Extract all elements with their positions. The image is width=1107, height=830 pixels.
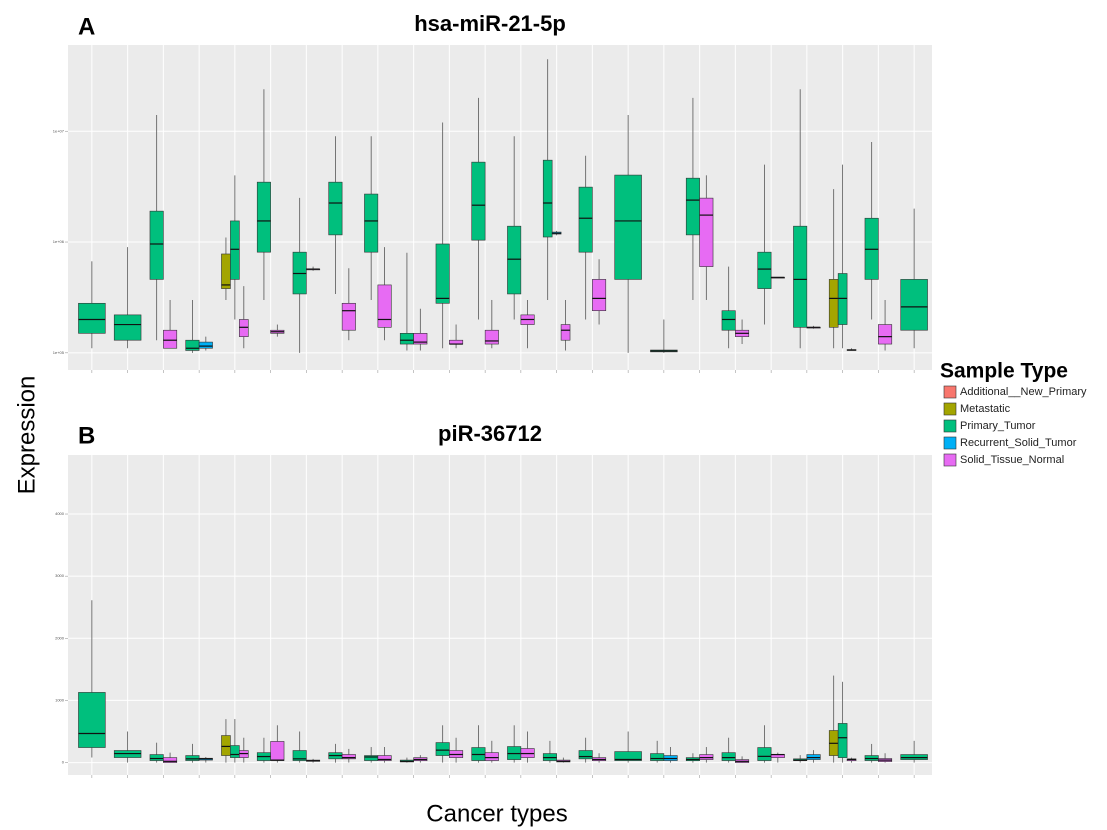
box — [721, 752, 736, 761]
box — [239, 319, 249, 337]
box — [413, 333, 428, 345]
legend-title: Sample Type — [940, 360, 1068, 383]
box — [341, 754, 356, 760]
box — [721, 310, 736, 331]
y-tick-label: 2000 — [55, 635, 65, 640]
legend-label: Additional__New_Primary — [960, 386, 1087, 398]
box — [364, 193, 379, 253]
box — [837, 723, 848, 758]
box — [578, 186, 593, 253]
plot-background — [68, 455, 932, 775]
panel-letter: B — [78, 422, 95, 449]
box — [221, 735, 231, 756]
panel-title: piR-36712 — [438, 421, 542, 446]
box — [230, 745, 240, 758]
box — [230, 220, 240, 280]
y-tick-label: 1000 — [55, 697, 65, 702]
y-tick-label: 4000 — [55, 511, 65, 516]
box — [900, 279, 928, 331]
box — [149, 754, 164, 761]
legend-label: Recurrent_Solid_Tumor — [960, 437, 1077, 449]
box — [221, 253, 231, 289]
box — [650, 753, 665, 761]
y-axis-label: Expression — [13, 376, 40, 495]
box — [757, 747, 772, 761]
box — [878, 324, 893, 345]
box — [614, 751, 642, 761]
box — [198, 341, 213, 349]
box — [578, 750, 593, 760]
box — [828, 279, 839, 328]
box — [377, 284, 392, 328]
legend-swatch — [943, 402, 957, 416]
box — [377, 755, 392, 761]
box — [292, 750, 307, 761]
box — [328, 181, 343, 236]
box — [78, 692, 106, 748]
box — [113, 314, 142, 341]
legend-swatch — [943, 419, 957, 433]
box — [484, 329, 499, 345]
box — [399, 333, 414, 345]
box — [435, 742, 450, 756]
box — [484, 752, 499, 761]
x-axis-label: Cancer types — [426, 800, 567, 827]
box — [685, 177, 700, 236]
box — [560, 324, 571, 341]
plot-background — [68, 45, 932, 370]
box — [592, 279, 607, 312]
box — [256, 181, 271, 253]
legend-swatch — [943, 385, 957, 399]
box — [185, 755, 200, 761]
y-tick-label: 1e+07 — [53, 128, 65, 133]
box — [163, 757, 178, 763]
box — [270, 741, 285, 761]
box — [837, 273, 848, 325]
y-tick-label: 3000 — [55, 573, 65, 578]
box — [163, 329, 178, 349]
box — [793, 225, 808, 328]
box — [185, 339, 200, 351]
box — [542, 159, 553, 238]
box — [149, 210, 164, 280]
legend-swatch — [943, 436, 957, 450]
box — [699, 197, 714, 267]
box — [471, 161, 486, 241]
panel-letter: A — [78, 13, 95, 40]
y-tick-label: 1e+05 — [53, 350, 65, 355]
panel-title: hsa-miR-21-5p — [414, 11, 566, 36]
box — [78, 302, 106, 334]
box — [435, 243, 450, 304]
box — [364, 755, 379, 761]
legend-label: Metastatic — [960, 403, 1011, 415]
box — [341, 302, 356, 331]
box — [757, 251, 772, 289]
box — [507, 225, 522, 295]
legend-swatch — [943, 453, 957, 467]
legend-label: Solid_Tissue_Normal — [960, 454, 1064, 466]
box — [614, 174, 642, 280]
legend-label: Primary_Tumor — [960, 420, 1036, 432]
y-tick-label: 1e+06 — [53, 239, 65, 244]
y-tick-label: 0 — [62, 760, 65, 765]
